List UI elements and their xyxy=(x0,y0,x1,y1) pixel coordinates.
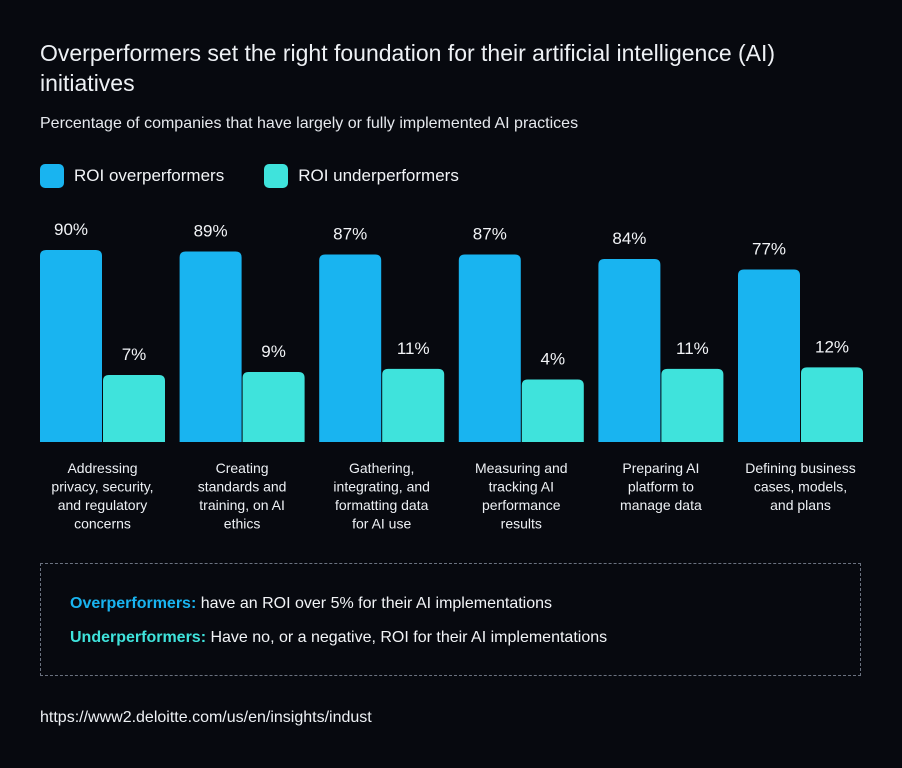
category-label: and plans xyxy=(770,497,831,513)
legend-item-over: ROI overperformers xyxy=(40,164,224,188)
legend: ROI overperformers ROI underperformers xyxy=(40,164,459,188)
category-label: training, on AI xyxy=(199,497,285,513)
chart-subtitle: Percentage of companies that have largel… xyxy=(40,115,579,132)
data-label: 7% xyxy=(122,345,147,364)
bar-over xyxy=(40,249,102,442)
data-label: 12% xyxy=(815,337,849,356)
definitions-box: Overperformers: have an ROI over 5% for … xyxy=(40,563,861,676)
bar-under xyxy=(242,371,305,442)
category-label: results xyxy=(501,516,542,532)
category-label: standards and xyxy=(198,479,287,495)
category-label: for AI use xyxy=(352,516,411,532)
category-label: Preparing AI xyxy=(622,460,699,476)
data-label: 84% xyxy=(612,229,646,248)
category-label: Defining business xyxy=(745,460,856,476)
category-label: cases, models, xyxy=(754,479,847,495)
data-label: 9% xyxy=(261,342,286,361)
bar-over xyxy=(458,254,521,442)
bar-over xyxy=(179,251,242,442)
legend-label-under: ROI underperformers xyxy=(298,166,459,185)
bar-under xyxy=(521,379,584,442)
category-label: privacy, security, xyxy=(51,479,153,495)
note-term-over: Overperformers: xyxy=(70,595,197,612)
category-label: ethics xyxy=(224,516,261,532)
legend-swatch-over xyxy=(40,164,64,188)
data-label: 90% xyxy=(54,220,88,239)
category-label: concerns xyxy=(74,516,131,532)
category-label: platform to xyxy=(628,479,694,495)
note-over: Overperformers: have an ROI over 5% for … xyxy=(70,595,552,613)
bar-chart: 90% 7% Addressing privacy, security, and reg… xyxy=(40,220,863,532)
bar-under xyxy=(103,374,165,442)
data-label: 11% xyxy=(397,339,430,358)
legend-item-under: ROI underperformers xyxy=(264,164,459,188)
data-label: 87% xyxy=(333,224,367,243)
bar-over xyxy=(598,258,661,442)
bar-under xyxy=(801,367,863,442)
category-label: Addressing xyxy=(67,460,137,476)
note-term-under: Underperformers: xyxy=(70,629,207,646)
data-label: 4% xyxy=(541,349,566,368)
data-label: 11% xyxy=(676,339,709,358)
note-under: Underperformers: Have no, or a negative,… xyxy=(70,629,607,647)
category-label: manage data xyxy=(620,497,702,513)
category-label: Measuring and xyxy=(475,460,568,476)
data-label: 87% xyxy=(473,224,507,243)
category-label: Creating xyxy=(216,460,269,476)
chart-title: Overperformers set the right foundation … xyxy=(40,40,776,96)
category-label: formatting data xyxy=(335,497,429,513)
category-label: tracking AI xyxy=(489,479,554,495)
legend-label-over: ROI overperformers xyxy=(74,166,225,185)
data-label: 77% xyxy=(752,240,786,259)
data-label: 89% xyxy=(194,221,228,240)
note-text-under: Have no, or a negative, ROI for their AI… xyxy=(206,629,608,646)
category-label: performance xyxy=(482,497,561,513)
bar-over xyxy=(319,254,382,442)
note-text-over: have an ROI over 5% for their AI impleme… xyxy=(196,595,553,612)
bar-under xyxy=(382,368,445,442)
category-label: integrating, and xyxy=(333,479,430,495)
bar-over xyxy=(738,269,800,442)
category-label: Gathering, xyxy=(349,460,414,476)
source-url: https://www2.deloitte.com/us/en/insights… xyxy=(40,709,372,726)
category-label: and regulatory xyxy=(58,497,148,513)
bar-under xyxy=(661,368,724,442)
legend-swatch-under xyxy=(264,164,289,188)
